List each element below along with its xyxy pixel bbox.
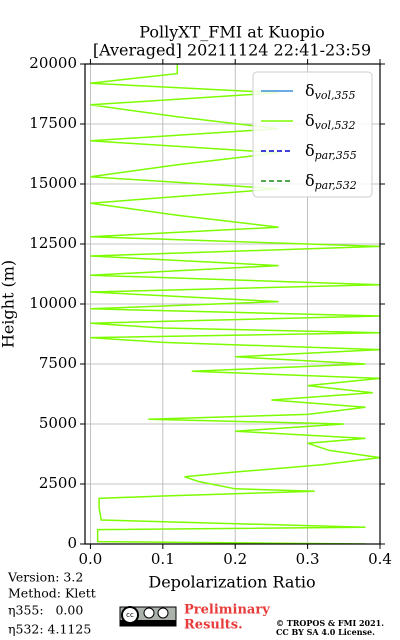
x-tick-label: 0.0 [78,550,102,568]
preliminary: Preliminary [184,603,270,618]
legend-label: δvol,532 [305,111,356,133]
chart-title: PollyXT_FMI at Kuopio [139,23,325,42]
x-axis-label: Depolarization Ratio [148,573,315,592]
y-tick-label: 2500 [39,474,77,492]
chart-subtitle: [Averaged] 20211124 22:41-23:59 [93,41,371,60]
plot-frame [84,63,381,545]
x-tick-label: 0.2 [223,550,247,568]
y-tick-label: 0 [67,534,77,552]
svg-text:cc: cc [126,611,134,619]
x-tick-label: 0.3 [296,550,320,568]
legend-box [252,71,373,198]
x-tick-label: 0.1 [151,550,175,568]
y-tick-label: 12500 [29,234,77,252]
footer: Version: 3.2 Method: Klett η355: 0.00 η5… [7,570,384,638]
y-tick-label: 7500 [39,354,77,372]
copyright: © TROPOS & FMI 2021. [276,618,384,628]
profile-line [90,64,380,544]
x-tick-label: 0.4 [368,550,392,568]
legend-label: δpar,532 [305,171,357,193]
y-tick-label: 10000 [29,294,77,312]
y-axis-label: Height (m) [0,260,18,348]
y-tick-label: 17500 [29,114,77,132]
eta532: η532: 4.1125 [8,622,91,637]
eta355: η355: 0.00 [8,603,83,618]
cc-logo: cc [119,606,177,627]
copyright: CC BY SA 4.0 License. [276,627,375,637]
y-tick-label: 20000 [29,54,77,72]
y-tick-label: 5000 [39,414,77,432]
preliminary: Results. [184,618,243,633]
legend-label: δvol,355 [305,81,356,103]
y-tick-label: 15000 [29,174,77,192]
method: Method: Klett [8,586,96,601]
version: Version: 3.2 [7,570,83,585]
legend-label: δpar,355 [305,141,357,163]
